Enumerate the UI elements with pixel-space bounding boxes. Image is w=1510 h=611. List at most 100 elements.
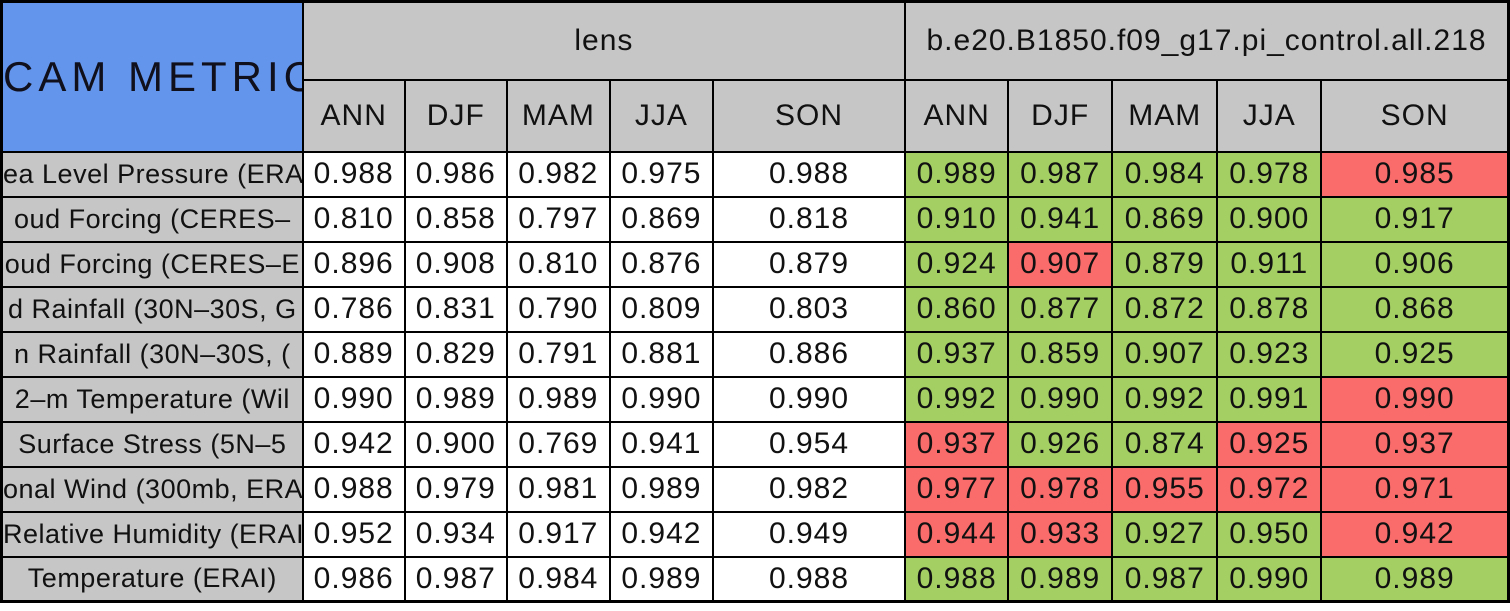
lens-value-cell: 0.988 xyxy=(301,465,406,513)
control-value-cell: 0.937 xyxy=(904,420,1010,468)
lens-value-cell: 0.942 xyxy=(608,510,714,558)
group-header-lens: lens xyxy=(301,0,907,81)
lens-value-cell: 0.990 xyxy=(711,375,907,423)
lens-value-cell: 0.831 xyxy=(403,285,508,333)
metric-row-label: n Rainfall (30N–30S, ( xyxy=(0,330,304,378)
control-value-cell: 0.933 xyxy=(1007,510,1114,558)
metric-row-label: Surface Stress (5N–5 xyxy=(0,420,304,468)
metric-row-label: Relative Humidity (ERAI xyxy=(0,510,304,558)
control-value-cell: 0.990 xyxy=(1216,555,1323,603)
group-header-control-run: b.e20.B1850.f09_g17.pi_control.all.218 xyxy=(904,0,1510,81)
lens-value-cell: 0.896 xyxy=(301,240,406,288)
table-row: 2–m Temperature (Wil 0.990 0.989 0.989 0… xyxy=(0,375,1510,423)
lens-value-cell: 0.989 xyxy=(505,375,611,423)
metric-row-label: 2–m Temperature (Wil xyxy=(0,375,304,423)
lens-value-cell: 0.881 xyxy=(608,330,714,378)
lens-value-cell: 0.987 xyxy=(403,555,508,603)
lens-value-cell: 0.886 xyxy=(711,330,907,378)
control-value-cell: 0.917 xyxy=(1320,195,1510,243)
lens-value-cell: 0.786 xyxy=(301,285,406,333)
table-title-cell: CAM METRICS xyxy=(0,0,304,153)
season-header-control-son: SON xyxy=(1320,78,1510,153)
lens-value-cell: 0.988 xyxy=(711,555,907,603)
control-value-cell: 0.989 xyxy=(1320,555,1510,603)
lens-value-cell: 0.900 xyxy=(403,420,508,468)
control-value-cell: 0.992 xyxy=(1111,375,1219,423)
table-title: CAM METRICS xyxy=(3,52,301,100)
lens-value-cell: 0.949 xyxy=(711,510,907,558)
control-value-cell: 0.925 xyxy=(1216,420,1323,468)
control-value-cell: 0.972 xyxy=(1216,465,1323,513)
control-value-cell: 0.924 xyxy=(904,240,1010,288)
control-value-cell: 0.925 xyxy=(1320,330,1510,378)
control-value-cell: 0.923 xyxy=(1216,330,1323,378)
control-value-cell: 0.955 xyxy=(1111,465,1219,513)
control-value-cell: 0.874 xyxy=(1111,420,1219,468)
lens-value-cell: 0.990 xyxy=(301,375,406,423)
lens-value-cell: 0.981 xyxy=(505,465,611,513)
lens-value-cell: 0.908 xyxy=(403,240,508,288)
lens-value-cell: 0.952 xyxy=(301,510,406,558)
lens-value-cell: 0.975 xyxy=(608,150,714,198)
lens-value-cell: 0.979 xyxy=(403,465,508,513)
season-header-control-jja: JJA xyxy=(1216,78,1323,153)
season-header-lens-son: SON xyxy=(711,78,907,153)
metric-row-label: d Rainfall (30N–30S, G xyxy=(0,285,304,333)
control-value-cell: 0.988 xyxy=(904,555,1010,603)
table-row: Temperature (ERAI) 0.986 0.987 0.984 0.9… xyxy=(0,555,1510,603)
season-header-control-djf: DJF xyxy=(1007,78,1114,153)
control-value-cell: 0.989 xyxy=(1007,555,1114,603)
control-value-cell: 0.990 xyxy=(1007,375,1114,423)
control-value-cell: 0.878 xyxy=(1216,285,1323,333)
control-value-cell: 0.900 xyxy=(1216,195,1323,243)
control-value-cell: 0.978 xyxy=(1007,465,1114,513)
control-value-cell: 0.910 xyxy=(904,195,1010,243)
control-value-cell: 0.859 xyxy=(1007,330,1114,378)
control-value-cell: 0.937 xyxy=(904,330,1010,378)
metric-row-label: Temperature (ERAI) xyxy=(0,555,304,603)
control-value-cell: 0.942 xyxy=(1320,510,1510,558)
control-value-cell: 0.971 xyxy=(1320,465,1510,513)
control-value-cell: 0.941 xyxy=(1007,195,1114,243)
table-row: oud Forcing (CERES–E 0.896 0.908 0.810 0… xyxy=(0,240,1510,288)
control-value-cell: 0.860 xyxy=(904,285,1010,333)
control-value-cell: 0.992 xyxy=(904,375,1010,423)
table-row: ea Level Pressure (ERA 0.988 0.986 0.982… xyxy=(0,150,1510,198)
control-value-cell: 0.877 xyxy=(1007,285,1114,333)
lens-value-cell: 0.876 xyxy=(608,240,714,288)
lens-value-cell: 0.803 xyxy=(711,285,907,333)
lens-value-cell: 0.858 xyxy=(403,195,508,243)
lens-value-cell: 0.889 xyxy=(301,330,406,378)
control-value-cell: 0.872 xyxy=(1111,285,1219,333)
season-header-control-mam: MAM xyxy=(1111,78,1219,153)
table-row: onal Wind (300mb, ERA 0.988 0.979 0.981 … xyxy=(0,465,1510,513)
lens-value-cell: 0.942 xyxy=(301,420,406,468)
control-value-cell: 0.869 xyxy=(1111,195,1219,243)
control-value-cell: 0.984 xyxy=(1111,150,1219,198)
lens-value-cell: 0.990 xyxy=(608,375,714,423)
control-value-cell: 0.937 xyxy=(1320,420,1510,468)
lens-value-cell: 0.984 xyxy=(505,555,611,603)
metric-row-label: ea Level Pressure (ERA xyxy=(0,150,304,198)
control-value-cell: 0.907 xyxy=(1007,240,1114,288)
lens-value-cell: 0.769 xyxy=(505,420,611,468)
table-row: Surface Stress (5N–5 0.942 0.900 0.769 0… xyxy=(0,420,1510,468)
season-header-control-ann: ANN xyxy=(904,78,1010,153)
lens-value-cell: 0.986 xyxy=(301,555,406,603)
control-value-cell: 0.991 xyxy=(1216,375,1323,423)
lens-value-cell: 0.982 xyxy=(505,150,611,198)
lens-value-cell: 0.879 xyxy=(711,240,907,288)
lens-value-cell: 0.790 xyxy=(505,285,611,333)
control-value-cell: 0.978 xyxy=(1216,150,1323,198)
control-value-cell: 0.985 xyxy=(1320,150,1510,198)
control-value-cell: 0.907 xyxy=(1111,330,1219,378)
lens-value-cell: 0.810 xyxy=(505,240,611,288)
table-row: n Rainfall (30N–30S, ( 0.889 0.829 0.791… xyxy=(0,330,1510,378)
lens-value-cell: 0.917 xyxy=(505,510,611,558)
table-row: d Rainfall (30N–30S, G 0.786 0.831 0.790… xyxy=(0,285,1510,333)
metric-row-label: oud Forcing (CERES–E xyxy=(0,240,304,288)
metric-row-label: oud Forcing (CERES– xyxy=(0,195,304,243)
lens-value-cell: 0.829 xyxy=(403,330,508,378)
control-value-cell: 0.950 xyxy=(1216,510,1323,558)
